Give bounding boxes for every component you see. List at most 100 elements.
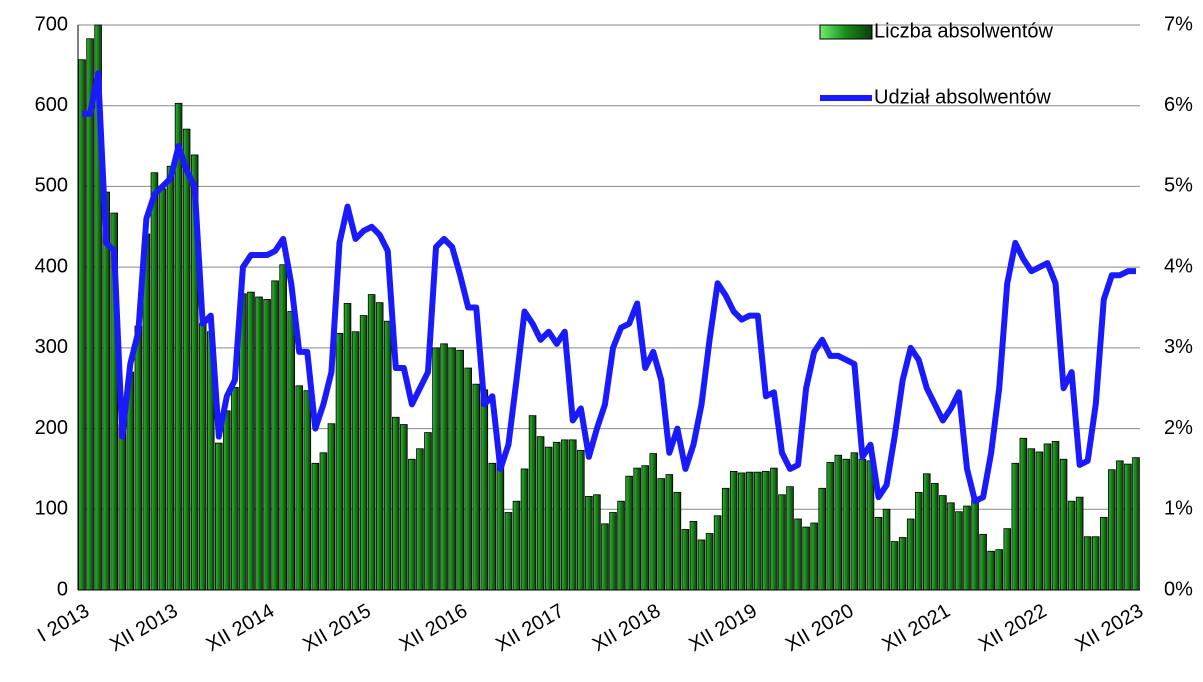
x-tick-label: XII 2019: [685, 600, 761, 656]
bar: [432, 347, 440, 591]
y-tick-label: 300: [35, 336, 68, 358]
bar: [697, 539, 706, 591]
bar: [134, 325, 143, 591]
bar: [287, 311, 295, 591]
bar: [979, 533, 987, 591]
bar: [826, 462, 835, 591]
x-tick-label: XII 2016: [396, 600, 472, 656]
bar: [931, 483, 939, 591]
bar: [351, 331, 360, 591]
bar: [472, 383, 481, 591]
bar: [319, 452, 328, 591]
x-tick-label: XII 2014: [203, 600, 279, 656]
bar: [729, 470, 738, 591]
bar: [737, 472, 746, 591]
legend-swatch: [819, 24, 873, 40]
bar: [1091, 536, 1100, 591]
bar: [810, 522, 818, 591]
bar: [279, 264, 287, 591]
bar: [673, 491, 682, 591]
bar: [802, 526, 810, 591]
bar: [971, 499, 979, 591]
bar: [601, 523, 609, 591]
legend-label: Liczba absolwentów: [874, 20, 1054, 42]
y-tick-label: 700: [35, 13, 68, 35]
bar: [102, 191, 110, 591]
bar: [987, 550, 995, 591]
bar: [440, 343, 448, 591]
bar: [721, 487, 730, 591]
bar: [657, 478, 666, 591]
bar: [150, 172, 159, 591]
bar: [400, 424, 408, 591]
bar: [271, 280, 279, 591]
bar: [174, 102, 183, 591]
y-tick-label: 200: [35, 417, 68, 439]
bar: [995, 549, 1003, 591]
bar: [625, 475, 633, 591]
x-tick-label: XII 2022: [975, 600, 1051, 656]
bar: [375, 302, 384, 591]
bar: [585, 495, 593, 591]
bar: [295, 385, 304, 591]
bar: [215, 442, 223, 591]
y2-tick-label: 5%: [1164, 175, 1193, 197]
bar: [512, 500, 521, 591]
bar: [906, 518, 915, 591]
bar: [343, 303, 352, 591]
y-tick-label: 100: [35, 498, 68, 520]
bar: [158, 188, 167, 591]
x-tick-label: XII 2013: [106, 600, 182, 656]
bar: [496, 460, 505, 591]
bar: [882, 508, 891, 591]
bar: [1083, 536, 1092, 591]
bar: [1035, 451, 1044, 591]
bar: [536, 436, 545, 591]
bar: [786, 486, 794, 591]
bar: [866, 460, 875, 591]
bar: [560, 439, 569, 591]
bar: [335, 332, 344, 591]
bar: [392, 416, 400, 591]
y-tick-label: 600: [35, 94, 68, 116]
bar: [633, 467, 641, 591]
bar: [681, 529, 690, 591]
bar: [1027, 448, 1036, 591]
bar: [1124, 463, 1132, 591]
bar: [947, 502, 955, 591]
bar: [762, 470, 770, 591]
x-tick-label: XII 2017: [492, 600, 568, 656]
bar: [359, 315, 368, 591]
bar: [898, 537, 907, 591]
bar: [408, 458, 416, 591]
y2-tick-label: 4%: [1164, 255, 1193, 277]
bar: [1067, 500, 1076, 591]
bar: [665, 474, 674, 591]
bar: [480, 389, 489, 591]
bar: [448, 347, 456, 591]
bar: [754, 471, 762, 591]
y2-tick-label: 3%: [1164, 336, 1193, 358]
bar: [1108, 469, 1116, 591]
bar: [818, 487, 826, 591]
x-tick-label: XII 2020: [782, 600, 858, 656]
bar: [641, 465, 649, 591]
bar: [118, 424, 127, 591]
bar: [617, 500, 625, 591]
x-tick-label: XII 2021: [878, 600, 954, 656]
bar: [464, 367, 472, 591]
bar: [1100, 516, 1108, 591]
bar: [416, 448, 424, 591]
bar: [166, 165, 175, 591]
bar: [923, 473, 931, 591]
bar: [834, 454, 843, 591]
bar: [794, 518, 802, 591]
x-tick-label: XII 2023: [1072, 600, 1148, 656]
y2-tick-label: 0%: [1164, 578, 1193, 600]
bar: [488, 462, 497, 591]
bar: [770, 467, 778, 591]
bar: [705, 533, 714, 591]
bar: [1011, 462, 1020, 591]
bar: [1043, 443, 1052, 591]
